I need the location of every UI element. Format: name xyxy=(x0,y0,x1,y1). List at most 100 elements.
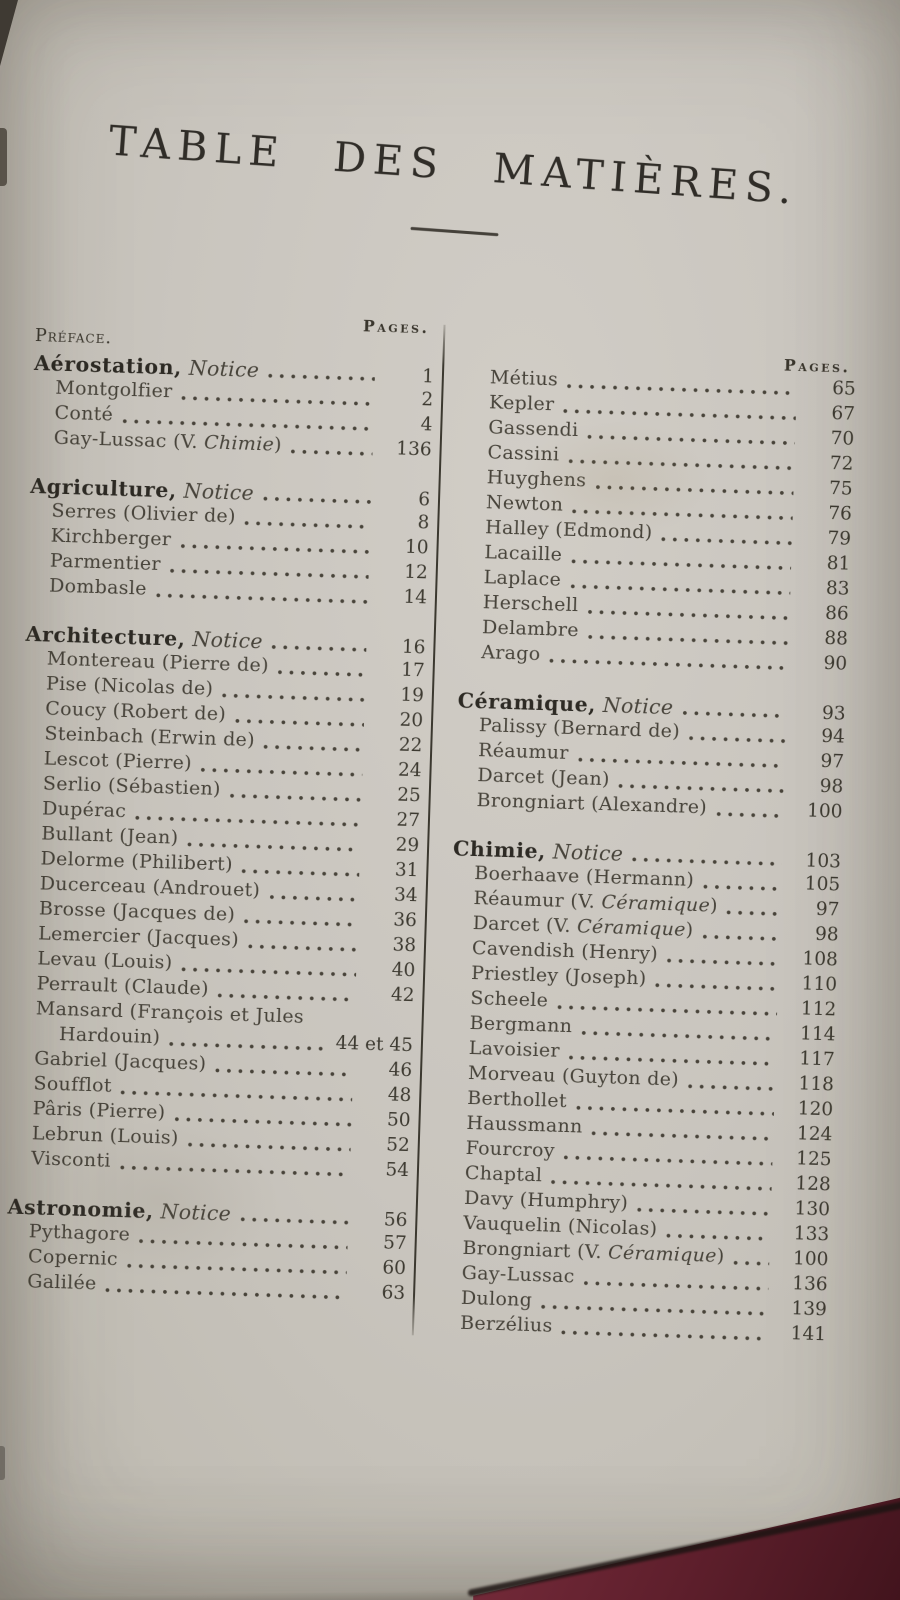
page-number: 118 xyxy=(798,1073,835,1096)
toc-right-column: Pages. Métius 65 Kepler 67 Gassendi 70 Cassini 7… xyxy=(426,345,857,1348)
page-number: 6 xyxy=(417,489,431,511)
entry-name: Pâris (Pierre) xyxy=(32,1097,166,1124)
page-number: 108 xyxy=(802,948,839,971)
entry-name: Berthollet xyxy=(466,1086,568,1113)
page-number: 22 xyxy=(398,734,423,757)
page-number: 72 xyxy=(829,452,854,475)
dot-leader xyxy=(702,933,780,943)
dot-leader xyxy=(666,957,779,968)
dot-leader xyxy=(733,1259,770,1268)
entry-name: Conté xyxy=(54,401,114,426)
entry-name: Huyghens xyxy=(486,466,587,492)
page-number: 130 xyxy=(794,1198,831,1221)
page-number: 57 xyxy=(382,1232,407,1255)
toc-columns: Pages. Préface. Aérostation, Notice 1 Montgo… xyxy=(0,305,900,1350)
pages-column-header: Pages. xyxy=(783,355,851,377)
dot-leader xyxy=(267,372,375,383)
dot-leader xyxy=(243,917,358,929)
page-number: 88 xyxy=(824,627,849,650)
page-number: 16 xyxy=(401,636,426,659)
entry-name: Métius xyxy=(489,366,559,391)
page-number: 103 xyxy=(805,850,842,873)
entry-name: Herschell xyxy=(482,591,579,617)
page-number: 54 xyxy=(385,1159,410,1182)
entry-name: Gassendi xyxy=(488,416,579,442)
entry-name: Kepler xyxy=(488,391,555,416)
page-number: 31 xyxy=(394,859,419,882)
page-number: 67 xyxy=(831,403,856,425)
page-number: 60 xyxy=(382,1257,407,1280)
entry-name: Soufflot xyxy=(33,1072,113,1097)
entry-name: Lacaille xyxy=(484,541,563,566)
page-edge-mark xyxy=(0,128,7,186)
entry-name: Bergmann xyxy=(469,1011,573,1038)
dot-leader xyxy=(702,883,782,893)
page-number: 90 xyxy=(823,652,848,675)
title-divider xyxy=(410,226,499,237)
dot-leader xyxy=(263,743,364,754)
entry-name: Copernic xyxy=(27,1245,119,1270)
entry-name: Arago xyxy=(480,641,541,665)
entry-name: Perrault (Claude) xyxy=(36,972,210,1000)
entry-name: Delambre xyxy=(481,616,580,642)
entry-name: Vauquelin (Nicolas) xyxy=(463,1211,658,1240)
page-number: 112 xyxy=(800,998,837,1021)
page-number: 12 xyxy=(403,561,429,584)
entry-name: Lescot (Pierre) xyxy=(43,747,193,775)
dot-leader xyxy=(217,992,356,1004)
page-number: 81 xyxy=(826,552,851,575)
entry-name: Galilée xyxy=(26,1270,97,1295)
page-number: 139 xyxy=(791,1298,828,1321)
page-number: 38 xyxy=(392,934,417,957)
page-number: 14 xyxy=(403,586,428,609)
entry-name: Réaumur xyxy=(477,739,570,764)
dot-leader xyxy=(561,1328,767,1343)
page-number: 128 xyxy=(795,1173,832,1196)
page-number: 50 xyxy=(386,1109,411,1132)
page-number: 2 xyxy=(421,389,434,411)
page-number: 100 xyxy=(792,1248,829,1271)
page-number: 65 xyxy=(831,378,857,400)
page-bottom-edge-shadow xyxy=(0,1588,540,1600)
page-number: 110 xyxy=(801,973,838,996)
page-number: 83 xyxy=(825,577,850,600)
page-number: 19 xyxy=(400,684,425,707)
dot-leader xyxy=(187,840,361,854)
dot-leader xyxy=(239,1215,349,1227)
page-number: 124 xyxy=(796,1123,833,1146)
dot-leader xyxy=(229,792,362,804)
page-number: 63 xyxy=(381,1282,406,1305)
page-number: 117 xyxy=(799,1048,835,1071)
entry-name: Lavoisier xyxy=(468,1036,561,1062)
entry-name: Laplace xyxy=(483,566,562,591)
page-number: 105 xyxy=(804,873,841,896)
dot-leader xyxy=(221,691,365,704)
dot-leader xyxy=(174,1115,352,1129)
page-number: 75 xyxy=(828,477,853,500)
page-number: 48 xyxy=(387,1084,412,1107)
toc-left-column: Pages. Préface. Aérostation, Notice 1 Montgo… xyxy=(4,306,436,1335)
dot-leader xyxy=(682,709,787,720)
dot-leader xyxy=(268,893,359,904)
entry-name: Serlio (Sébastien) xyxy=(42,772,222,800)
entry-name: Serres (Olivier de) xyxy=(51,499,237,528)
entry-name: Bullant (Jean) xyxy=(41,822,179,849)
dot-leader xyxy=(181,965,357,979)
dot-leader xyxy=(214,1066,354,1079)
page-number: 70 xyxy=(830,427,855,450)
page-number: 46 xyxy=(388,1059,413,1082)
page-number: 27 xyxy=(396,809,421,832)
entry-name: Chaptal xyxy=(464,1161,543,1187)
entry-name: Dulong xyxy=(460,1286,533,1312)
entry-name: Haussmann xyxy=(466,1111,583,1138)
page-number: 125 xyxy=(795,1148,832,1171)
page-number: 42 xyxy=(390,984,415,1007)
page-number: 44 et 45 xyxy=(335,1032,414,1057)
dot-leader xyxy=(262,495,372,506)
page-number: 8 xyxy=(417,512,430,534)
pages-column-header: Pages. xyxy=(362,316,430,338)
page-number: 136 xyxy=(791,1273,828,1296)
entry-name: Darcet (Jean) xyxy=(477,764,611,791)
entry-name: Hardouin) xyxy=(58,1023,161,1049)
entry-name: Cassini xyxy=(487,441,560,466)
